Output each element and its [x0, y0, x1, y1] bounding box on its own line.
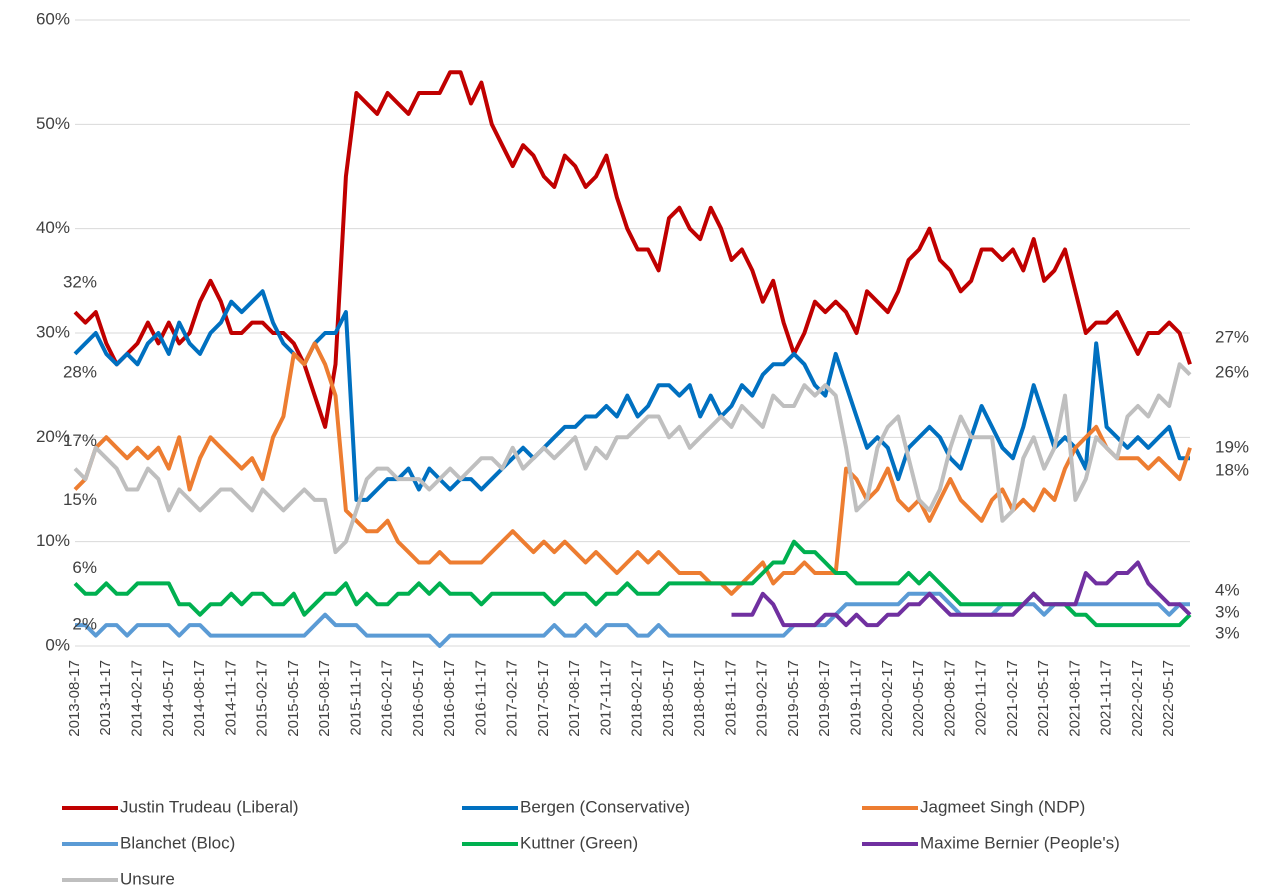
legend-label: Justin Trudeau (Liberal)	[120, 797, 299, 816]
legend-label: Maxime Bernier (People's)	[920, 833, 1120, 852]
x-tick-label: 2013-11-17	[97, 660, 114, 736]
x-tick-label: 2020-11-17	[973, 660, 990, 736]
legend-label: Blanchet (Bloc)	[120, 833, 235, 852]
end-label: 27%	[1215, 327, 1249, 346]
series-line	[73, 362, 1192, 555]
x-tick-label: 2015-05-17	[285, 660, 302, 737]
y-tick-label: 20%	[36, 427, 70, 446]
x-tick-label: 2021-08-17	[1066, 660, 1083, 737]
legend-label: Jagmeet Singh (NDP)	[920, 797, 1085, 816]
series-line	[73, 289, 1190, 502]
end-label: 18%	[1215, 460, 1249, 479]
y-tick-label: 60%	[36, 9, 70, 28]
x-tick-label: 2016-11-17	[472, 660, 489, 736]
legend-label: Bergen (Conservative)	[520, 797, 690, 816]
start-label: 15%	[63, 490, 97, 509]
start-label: 28%	[63, 362, 97, 381]
x-tick-label: 2019-05-17	[785, 660, 802, 737]
x-tick-label: 2019-02-17	[754, 660, 771, 737]
y-tick-label: 30%	[36, 322, 70, 341]
x-tick-label: 2020-08-17	[941, 660, 958, 737]
x-tick-label: 2015-08-17	[316, 660, 333, 737]
y-tick-label: 50%	[36, 114, 70, 133]
x-tick-label: 2018-05-17	[660, 660, 677, 737]
series-line	[73, 70, 1192, 429]
x-tick-label: 2022-02-17	[1129, 660, 1146, 737]
end-label: 4%	[1215, 580, 1240, 599]
start-label: 17%	[63, 431, 97, 450]
x-tick-label: 2015-11-17	[347, 660, 364, 736]
x-tick-label: 2019-11-17	[848, 660, 865, 736]
x-tick-label: 2016-02-17	[379, 660, 396, 737]
end-label: 19%	[1215, 437, 1249, 456]
x-tick-label: 2021-05-17	[1035, 660, 1052, 737]
x-tick-label: 2018-02-17	[629, 660, 646, 737]
x-tick-label: 2014-05-17	[160, 660, 177, 737]
y-tick-label: 40%	[36, 218, 70, 237]
start-label: 32%	[63, 273, 97, 292]
x-tick-label: 2018-11-17	[722, 660, 739, 736]
x-tick-label: 2015-02-17	[254, 660, 271, 737]
x-tick-label: 2013-08-17	[66, 660, 83, 737]
x-tick-label: 2017-08-17	[566, 660, 583, 737]
series-line	[731, 560, 1192, 628]
series-line	[73, 539, 1192, 628]
x-tick-label: 2014-11-17	[222, 660, 239, 736]
x-tick-label: 2020-02-17	[879, 660, 896, 737]
series-line	[73, 341, 1192, 596]
x-tick-label: 2016-08-17	[441, 660, 458, 737]
x-tick-label: 2021-02-17	[1004, 660, 1021, 737]
x-tick-label: 2019-08-17	[816, 660, 833, 737]
x-tick-label: 2017-02-17	[504, 660, 521, 737]
end-label: 3%	[1215, 623, 1240, 642]
y-tick-label: 10%	[36, 531, 70, 550]
x-tick-label: 2021-11-17	[1098, 660, 1115, 736]
x-tick-label: 2017-05-17	[535, 660, 552, 737]
start-label: 2%	[72, 615, 97, 634]
x-tick-label: 2020-05-17	[910, 660, 927, 737]
x-tick-label: 2014-08-17	[191, 660, 208, 737]
end-label: 26%	[1215, 362, 1249, 381]
x-tick-label: 2017-11-17	[597, 660, 614, 736]
legend-label: Unsure	[120, 869, 175, 888]
x-tick-label: 2018-08-17	[691, 660, 708, 737]
y-tick-label: 0%	[45, 635, 70, 654]
end-label: 3%	[1215, 602, 1240, 621]
x-tick-label: 2022-05-17	[1160, 660, 1177, 737]
x-tick-label: 2014-02-17	[128, 660, 145, 737]
x-tick-label: 2016-05-17	[410, 660, 427, 737]
start-label: 6%	[72, 558, 97, 577]
legend-label: Kuttner (Green)	[520, 833, 638, 852]
